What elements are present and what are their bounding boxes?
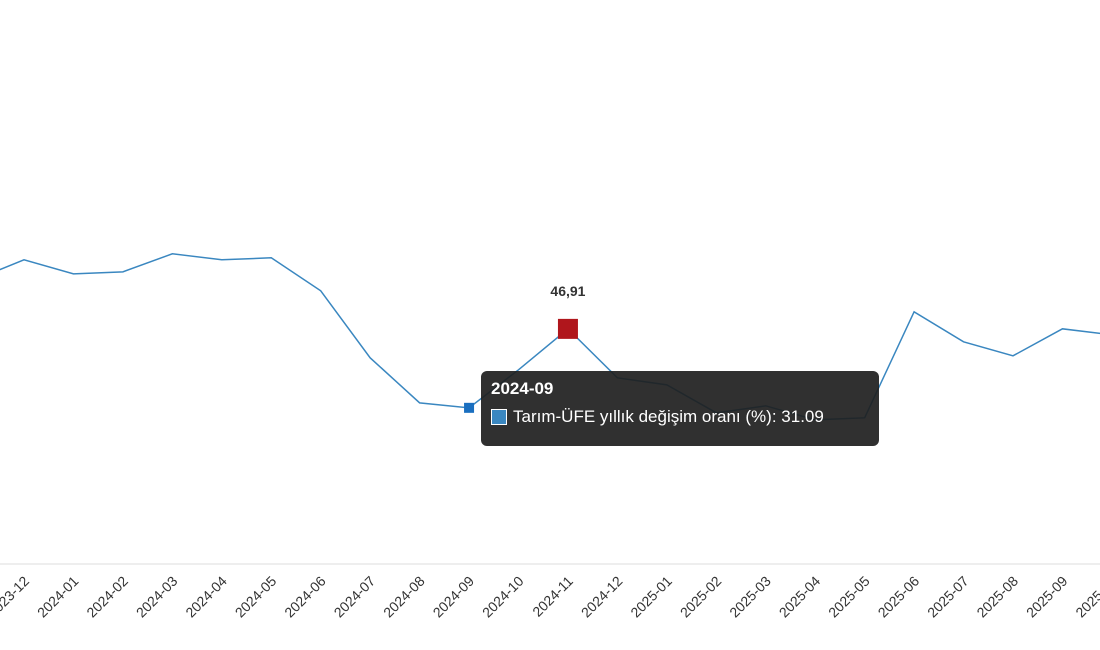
x-tick-label: 2024-10: [479, 573, 527, 621]
x-tick-label: 2025-10: [1072, 573, 1100, 621]
x-tick-label: 2024-02: [83, 573, 131, 621]
tooltip-swatch: [491, 409, 507, 425]
line: [0, 253, 1100, 421]
tooltip-title: 2024-09: [491, 379, 554, 398]
x-tick-label: 2024-04: [182, 573, 230, 621]
highlight-marker: [557, 318, 578, 339]
tooltip-series: Tarım-ÜFE yıllık değişim oranı (%): [513, 407, 772, 426]
x-tick-label: 2025-04: [776, 573, 824, 621]
x-tick-label: 2023-12: [0, 573, 32, 621]
tooltip-row: Tarım-ÜFE yıllık değişim oranı (%): 31.0…: [491, 407, 869, 427]
x-tick-label: 2024-06: [281, 573, 329, 621]
x-tick-label: 2025-05: [825, 573, 873, 621]
x-tick-label: 2024-11: [529, 573, 576, 620]
x-tick-label: 2024-12: [578, 573, 626, 621]
x-tick-label: 2025-07: [924, 573, 972, 621]
tooltip: 2024-09 Tarım-ÜFE yıllık değişim oranı (…: [481, 371, 879, 446]
x-tick-label: 2025-06: [875, 573, 923, 621]
hover-marker: [464, 402, 475, 413]
x-tick-label: 2024-05: [232, 573, 280, 621]
x-tick-label: 2024-01: [34, 573, 82, 621]
x-tick-label: 2024-09: [430, 573, 478, 621]
x-tick-label: 2024-08: [380, 573, 428, 621]
x-tick-label: 2025-03: [726, 573, 774, 621]
x-tick-label: 2025-08: [973, 573, 1021, 621]
x-tick-label: 2024-07: [331, 573, 379, 621]
x-tick-label: 2024-03: [133, 573, 181, 621]
x-tick-label: 2025-01: [627, 573, 675, 621]
value-label: 46,91: [550, 283, 585, 299]
x-tick-label: 2025-09: [1023, 573, 1071, 621]
tooltip-value: 31.09: [781, 407, 824, 426]
x-tick-label: 2025-02: [677, 573, 725, 621]
